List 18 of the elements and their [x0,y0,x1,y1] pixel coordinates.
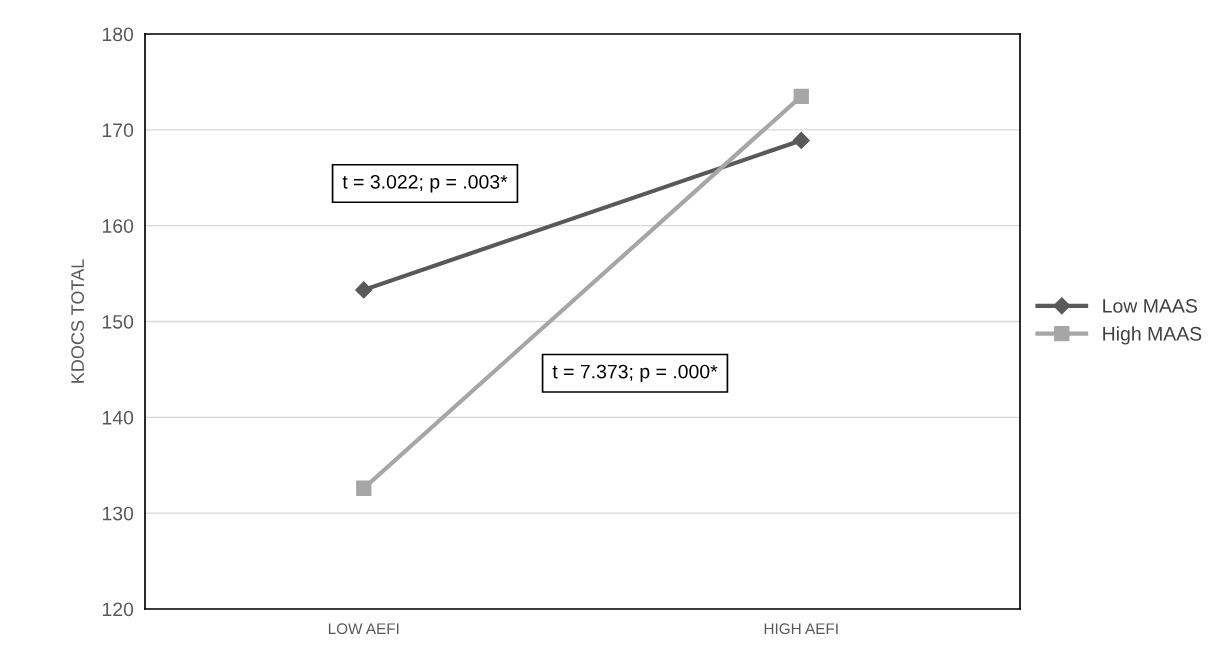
point [793,88,809,104]
y-tick-label: 180 [102,27,134,42]
y-axis-title: KDOCS TOTAL [71,259,84,383]
y-tick-label: 170 [102,123,134,138]
legend-label: High MAAS [1103,326,1202,345]
annotation: t = 3.022; p = .003* [342,174,508,193]
point [355,281,373,299]
y-tick-label: 140 [102,410,134,425]
point [792,131,810,149]
annotation: t = 7.373; p = .000* [552,364,718,383]
y-tick-label: 160 [102,219,134,233]
y-tick-label: 120 [102,602,134,617]
y-tick-label: 150 [102,314,134,329]
y-tick-label: 130 [102,506,134,521]
x-tick-label: HIGH AEFI [764,623,838,635]
legend-label: Low MAAS [1103,299,1197,313]
x-tick-label: LOW AEFI [328,623,399,635]
point [356,480,372,496]
